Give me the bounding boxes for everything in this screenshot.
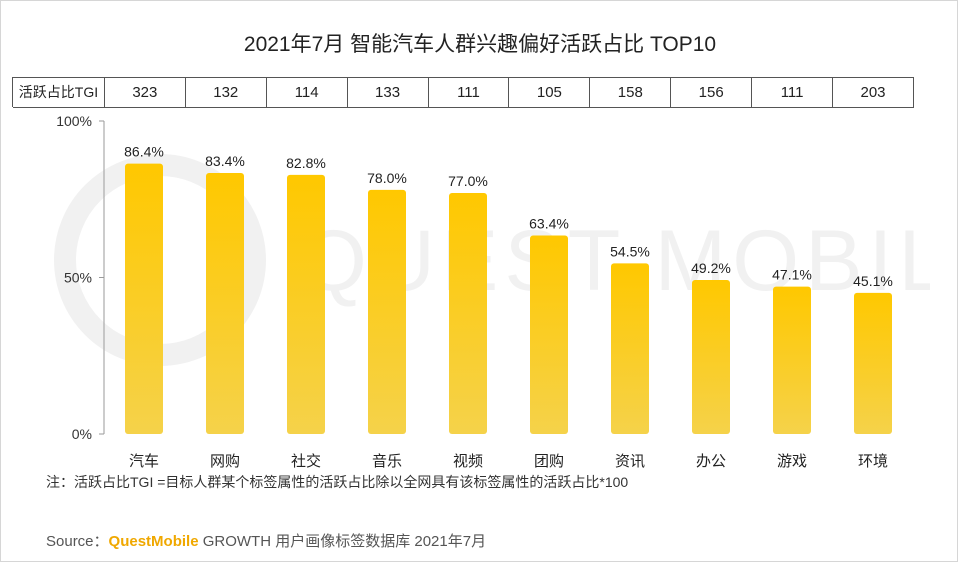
tgi-value: 158: [590, 78, 672, 108]
tgi-value: 156: [671, 78, 753, 108]
bar: [773, 286, 811, 434]
y-tick-label: 100%: [56, 113, 92, 129]
bar-value-labels: 86.4% 83.4% 82.8% 78.0% 77.0% 63.4% 54.5% 49.2%…: [124, 144, 893, 289]
footnote: 注：活跃占比TGI =目标人群某个标签属性的活跃占比除以全网具有该标签属性的活跃…: [46, 474, 629, 490]
tgi-value: 111: [752, 78, 834, 108]
category-label: 社交: [291, 452, 321, 468]
bar: [530, 235, 568, 434]
tgi-value: 203: [833, 78, 914, 108]
source-prefix: Source：: [46, 533, 109, 550]
bar-value-label: 78.0%: [367, 170, 407, 186]
category-label: 资讯: [615, 453, 645, 468]
tgi-value: 105: [509, 78, 591, 108]
y-tick-label: 0%: [72, 426, 92, 442]
bar-value-label: 54.5%: [610, 243, 650, 259]
bar: [449, 192, 487, 434]
tgi-value: 114: [266, 78, 348, 108]
category-labels: 汽车 网购 社交 音乐 视频 团购 资讯 办公 游戏 环境: [129, 452, 888, 468]
bar-value-label: 45.1%: [853, 273, 893, 289]
tgi-value: 132: [185, 78, 267, 108]
bar-value-label: 77.0%: [448, 173, 488, 189]
bar-value-label: 63.4%: [529, 216, 569, 232]
bars: [125, 163, 892, 434]
bar-chart: 0% 50% 100% 86.4% 83.4% 82.8% 78.0% 77.0% 63.4%…: [56, 113, 893, 468]
bar: [692, 280, 730, 434]
bar: [368, 189, 406, 434]
bar: [854, 292, 892, 434]
bar: [287, 174, 325, 434]
category-label: 环境: [858, 452, 888, 468]
tgi-value: 323: [104, 78, 186, 108]
source-rest: GROWTH 用户画像标签数据库 2021年7月: [198, 533, 487, 550]
category-label: 网购: [210, 453, 240, 468]
source-brand: QuestMobile: [108, 533, 199, 550]
source-line: Source：QuestMobile GROWTH 用户画像标签数据库 2021…: [46, 530, 486, 551]
bar-value-label: 83.4%: [205, 153, 245, 169]
tgi-value: 133: [347, 78, 429, 108]
chart-title: 2021年7月 智能汽车人群兴趣偏好活跃占比 TOP10: [243, 33, 717, 56]
bar-value-label: 82.8%: [286, 155, 326, 171]
category-label: 团购: [534, 453, 564, 468]
category-label: 视频: [453, 453, 483, 468]
y-tick-label: 50%: [64, 270, 92, 286]
tgi-row-label: 活跃占比TGI: [13, 78, 105, 108]
y-axis: 0% 50% 100%: [56, 113, 105, 442]
bar-value-label: 86.4%: [124, 144, 164, 160]
bar: [206, 172, 244, 434]
category-label: 游戏: [777, 453, 807, 468]
category-label: 办公: [696, 453, 726, 468]
category-label: 汽车: [129, 453, 159, 468]
tgi-table: 活跃占比TGI 323 132 114 133 111 105 158 156 …: [12, 77, 914, 108]
bar: [125, 163, 163, 434]
bar: [611, 263, 649, 434]
tgi-value: 111: [428, 78, 510, 108]
bar-value-label: 49.2%: [691, 260, 731, 276]
category-label: 音乐: [372, 453, 402, 468]
bar-value-label: 47.1%: [772, 267, 812, 283]
